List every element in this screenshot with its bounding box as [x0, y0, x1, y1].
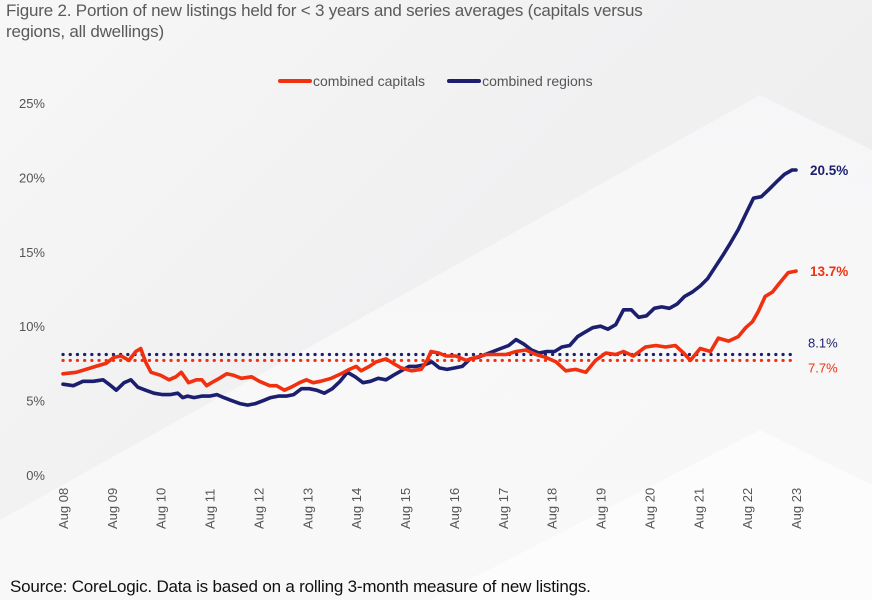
- y-tick-label: 20%: [19, 170, 45, 185]
- x-tick-label: Aug 16: [447, 488, 462, 529]
- x-tick-label: Aug 15: [398, 488, 413, 529]
- x-tick-label: Aug 10: [154, 488, 169, 529]
- average-value-label: 7.7%: [808, 360, 838, 375]
- x-tick-label: Aug 17: [496, 488, 511, 529]
- series-lines: [61, 168, 798, 407]
- x-tick-label: Aug 18: [545, 488, 560, 529]
- end-labels: 13.7% 20.5% 7.7% 8.1%: [808, 163, 848, 375]
- average-value-label: 8.1%: [808, 335, 838, 350]
- legend-item-regions: combined regions: [447, 73, 593, 89]
- end-value-label: 13.7%: [810, 264, 848, 279]
- y-axis: 0% 5% 10% 15% 20% 25%: [19, 96, 45, 483]
- x-axis: Aug 08 Aug 09 Aug 10 Aug 11 Aug 12 Aug 13 Aug …: [56, 488, 804, 529]
- x-tick-label: Aug 21: [691, 488, 706, 529]
- x-tick-label: Aug 11: [203, 489, 218, 529]
- x-tick-label: Aug 22: [740, 488, 755, 529]
- source-note: Source: CoreLogic. Data is based on a ro…: [10, 577, 591, 596]
- series-line-combined-regions: [61, 168, 798, 407]
- legend-swatch-regions: [447, 79, 482, 83]
- x-tick-label: Aug 08: [56, 488, 71, 529]
- y-tick-label: 25%: [19, 96, 45, 111]
- y-tick-label: 0%: [26, 468, 45, 483]
- x-tick-label: Aug 09: [105, 488, 120, 529]
- y-tick-label: 10%: [19, 319, 45, 334]
- legend-item-capitals: combined capitals: [278, 73, 425, 89]
- y-tick-label: 15%: [19, 245, 45, 260]
- x-tick-label: Aug 23: [789, 488, 804, 529]
- legend-label-regions: combined regions: [482, 73, 593, 89]
- legend: combined capitals combined regions: [278, 72, 593, 90]
- x-tick-label: Aug 14: [349, 488, 364, 529]
- y-tick-label: 5%: [26, 394, 45, 409]
- x-tick-label: Aug 19: [594, 488, 609, 529]
- x-tick-label: Aug 13: [300, 488, 315, 529]
- chart-title: Figure 2. Portion of new listings held f…: [6, 1, 643, 41]
- x-tick-label: Aug 20: [642, 488, 657, 529]
- end-value-label: 20.5%: [810, 163, 848, 178]
- legend-swatch-capitals: [278, 79, 312, 83]
- legend-label-capitals: combined capitals: [313, 73, 426, 89]
- x-tick-label: Aug 12: [251, 488, 266, 529]
- series-line-combined-capitals: [61, 269, 798, 392]
